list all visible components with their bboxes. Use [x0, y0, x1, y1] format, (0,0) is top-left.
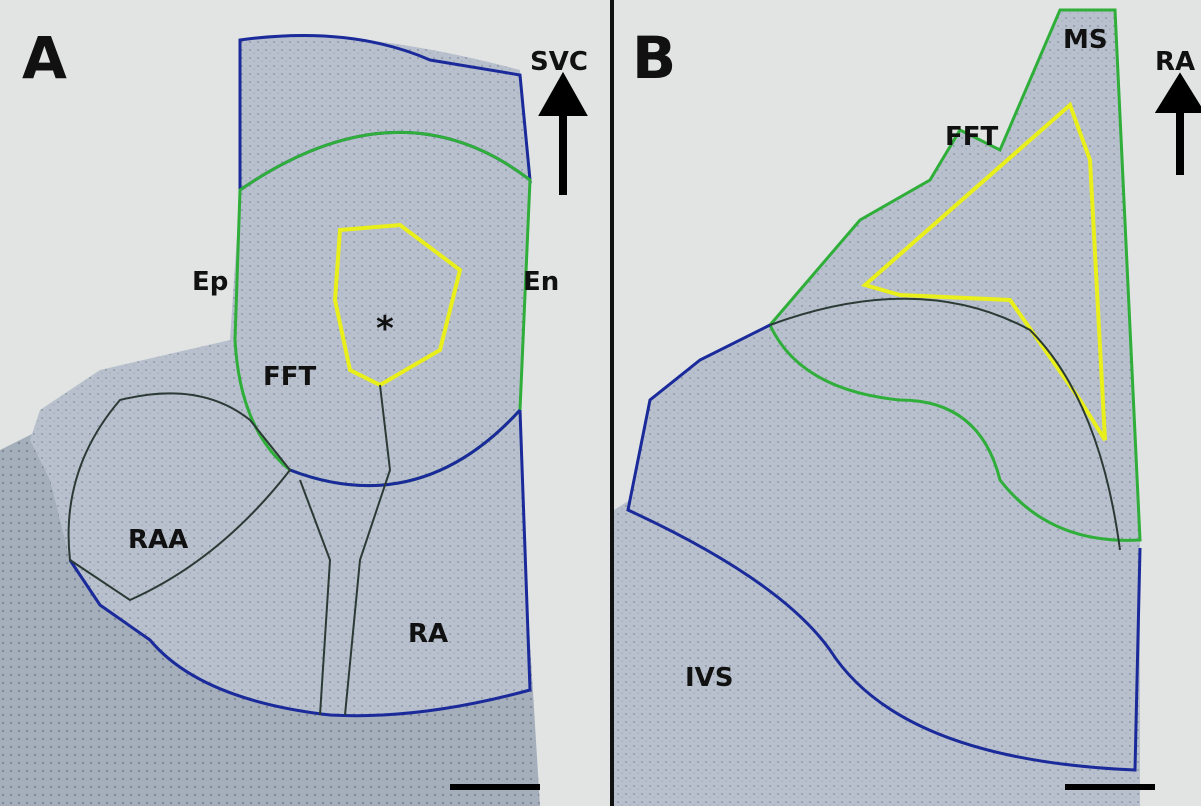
region-label: FFT — [263, 362, 317, 392]
region-label: En — [523, 267, 559, 297]
scale-bar — [1065, 784, 1155, 790]
scale-bar — [450, 784, 540, 790]
region-label: RAA — [128, 525, 188, 555]
region-label: MS — [1063, 25, 1108, 55]
region-label: FFT — [945, 122, 999, 152]
panel-label: A — [22, 24, 67, 92]
divider — [610, 0, 614, 806]
region-label: RA — [408, 619, 448, 649]
orientation-label: RA — [1155, 47, 1195, 77]
figure: A SVC Ep En FFT * RAA RA B RA MS FFT IVS — [0, 0, 1201, 806]
panel-b: B RA MS FFT IVS — [614, 0, 1201, 806]
panel-label: B — [632, 24, 676, 92]
region-label: Ep — [192, 267, 228, 297]
region-label: IVS — [685, 663, 734, 693]
region-label: * — [376, 309, 394, 349]
orientation-label: SVC — [530, 47, 588, 77]
panel-a: A SVC Ep En FFT * RAA RA — [0, 0, 612, 806]
